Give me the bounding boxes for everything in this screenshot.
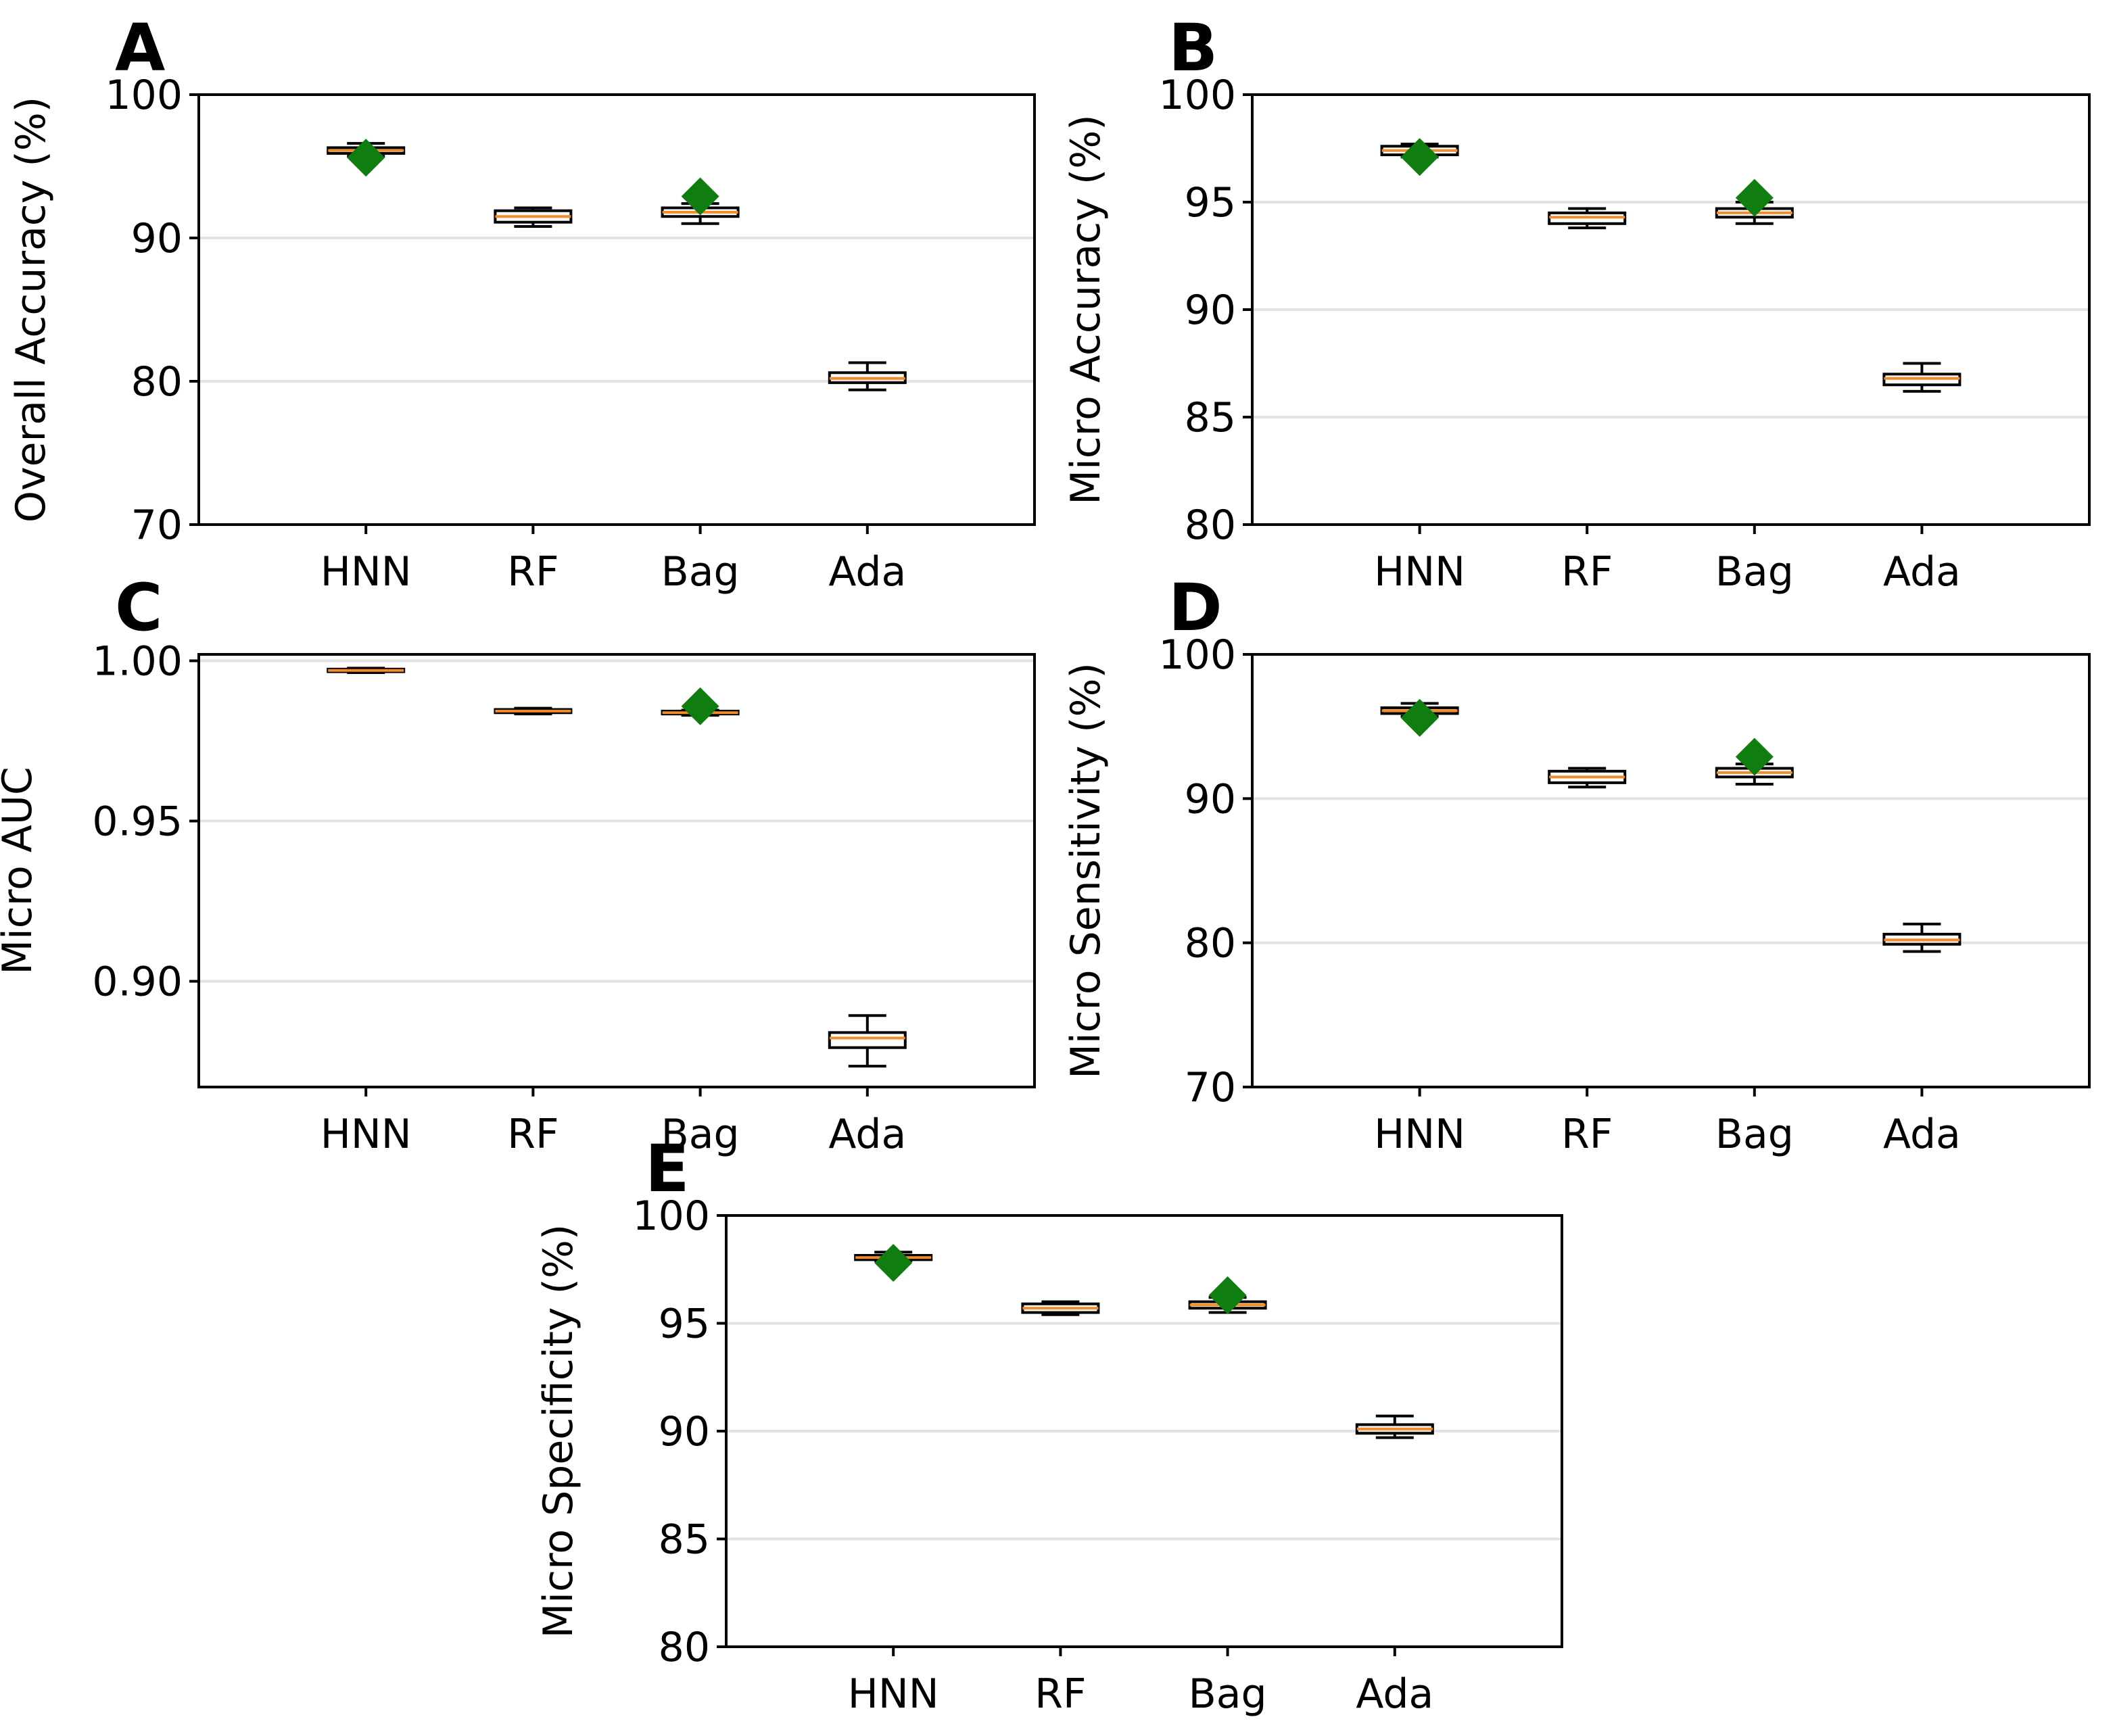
y-tick-label: 70 [1185, 1064, 1236, 1111]
panel-letter: E [645, 1131, 690, 1207]
panel-d: D 70 80 90 100 Micro Sensitivity (%) HNN RF Bag A… [1062, 570, 2091, 1158]
box-ada [1882, 362, 1962, 393]
panel-e: E 80 85 90 95 100 Micro Specificity (%) HNN RF Ba… [535, 1131, 1563, 1718]
y-tick-label: 100 [632, 1192, 710, 1240]
axes-frame [725, 1214, 1563, 1648]
mean-marker [681, 177, 719, 216]
box-bag [661, 687, 740, 725]
axes-frame [197, 653, 1036, 1088]
iqr-box [828, 1031, 907, 1049]
axes-frame [1251, 93, 2091, 526]
box-rf [1021, 1300, 1100, 1316]
box-ada [828, 361, 907, 391]
x-tick-label: HNN [848, 1670, 939, 1718]
y-tick-label: 0.95 [92, 798, 183, 846]
panel-letter: C [115, 570, 162, 646]
box-rf [494, 206, 573, 228]
box-hnn [327, 139, 406, 177]
x-tick-label: Ada [1883, 1111, 1961, 1158]
x-tick-label: HNN [320, 548, 412, 596]
y-tick-label: 85 [1185, 394, 1236, 441]
x-tick-label: HNN [320, 1111, 412, 1158]
box-hnn [1380, 138, 1459, 176]
mean-marker [1400, 698, 1439, 737]
y-tick-label: 90 [131, 215, 183, 262]
x-tick-label: HNN [1374, 548, 1465, 596]
mean-marker [1735, 738, 1774, 776]
y-tick-label: 1.00 [92, 637, 183, 685]
y-tick-label: 95 [1185, 179, 1236, 226]
y-tick-label: 100 [105, 72, 183, 119]
x-tick-label: Ada [1883, 548, 1961, 596]
box-hnn [854, 1244, 933, 1282]
box-hnn [1380, 698, 1459, 737]
box-ada [1882, 922, 1962, 953]
y-tick-label: 100 [1158, 631, 1236, 679]
y-axis-label: Micro AUC [0, 767, 41, 974]
y-axis-label: Micro Specificity (%) [535, 1224, 582, 1639]
panel-letter: D [1168, 570, 1222, 646]
box-bag [1188, 1276, 1267, 1315]
y-tick-label: 100 [1158, 72, 1236, 119]
x-tick-label: RF [1561, 1111, 1613, 1158]
y-tick-label: 95 [659, 1301, 710, 1348]
box-hnn [327, 667, 406, 675]
panel-letter: B [1168, 10, 1218, 86]
x-tick-label: HNN [1374, 1111, 1465, 1158]
box-bag [1715, 738, 1794, 786]
x-tick-label: Bag [1189, 1670, 1267, 1718]
box-bag [1715, 178, 1794, 225]
x-tick-label: Bag [1715, 548, 1794, 596]
box-rf [494, 706, 573, 716]
axes-frame [197, 93, 1036, 526]
x-tick-label: RF [1561, 548, 1613, 596]
y-tick-label: 80 [1185, 502, 1236, 549]
x-tick-label: RF [507, 1111, 559, 1158]
y-tick-label: 90 [659, 1408, 710, 1455]
x-tick-label: RF [1035, 1670, 1086, 1718]
mean-marker [1208, 1276, 1247, 1315]
y-tick-label: 90 [1185, 287, 1236, 334]
y-tick-label: 85 [659, 1516, 710, 1564]
panel-c: C 0.90 0.95 1.00 Micro AUC HNN RF Bag Ada [0, 570, 1036, 1158]
x-tick-label: Bag [661, 1111, 740, 1158]
mean-marker [681, 687, 719, 725]
y-axis-label: Micro Accuracy (%) [1062, 114, 1110, 504]
mean-marker [1400, 138, 1439, 176]
box-bag [661, 177, 740, 225]
mean-marker [1735, 178, 1774, 217]
panel-b: B 80 85 90 95 100 Micro Accuracy (%) HNN RF Bag Ad… [1062, 10, 2091, 596]
y-tick-label: 70 [131, 502, 183, 549]
y-tick-label: 80 [659, 1624, 710, 1671]
panel-a: A 70 80 90 100 Overall Accuracy (%) HNN RF Bag Ad… [7, 10, 1036, 596]
y-tick-label: 0.90 [92, 959, 183, 1006]
mean-marker [347, 139, 385, 177]
x-tick-label: RF [507, 548, 559, 596]
y-tick-label: 90 [1185, 775, 1236, 823]
x-tick-label: Ada [828, 548, 906, 596]
box-rf [1548, 207, 1627, 230]
axes-frame [1251, 653, 2091, 1088]
y-axis-label: Micro Sensitivity (%) [1062, 662, 1110, 1079]
box-ada [828, 1014, 907, 1068]
x-tick-label: Ada [1356, 1670, 1433, 1718]
y-tick-label: 80 [1185, 920, 1236, 967]
box-rf [1548, 767, 1627, 789]
panel-letter: A [115, 10, 165, 86]
y-tick-label: 80 [131, 358, 183, 406]
x-tick-label: Bag [661, 548, 740, 596]
x-tick-label: Bag [1715, 1111, 1794, 1158]
y-axis-label: Overall Accuracy (%) [7, 97, 55, 523]
mean-marker [874, 1244, 913, 1282]
box-ada [1355, 1414, 1434, 1439]
x-tick-label: Ada [828, 1111, 906, 1158]
